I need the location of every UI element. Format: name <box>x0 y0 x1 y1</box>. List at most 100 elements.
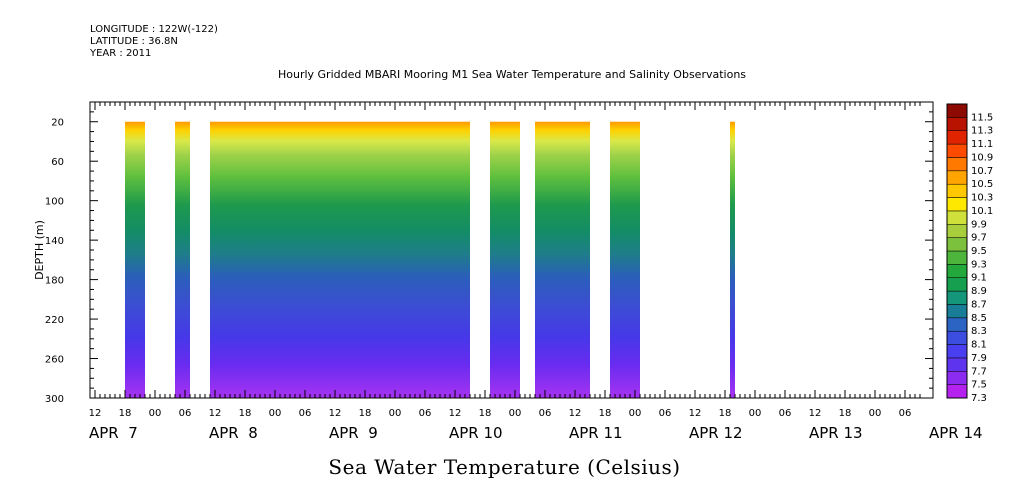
colorbar-swatch <box>946 371 968 385</box>
x-day-label: APR 9 <box>329 424 378 442</box>
x-day-label: APR 10 <box>449 424 503 442</box>
data-segment <box>490 121 520 398</box>
colorbar-label: 9.5 <box>971 246 987 257</box>
colorbar-swatch <box>946 317 968 332</box>
y-tick-label: 140 <box>45 236 64 247</box>
colorbar-swatch <box>946 130 968 145</box>
colorbar-swatch <box>946 210 968 225</box>
x-hour-label: 00 <box>389 408 402 419</box>
x-hour-label: 00 <box>509 408 522 419</box>
colorbar-label: 8.1 <box>971 340 987 351</box>
data-segment <box>210 121 470 398</box>
x-day-label: APR 7 <box>89 424 138 442</box>
colorbar-swatch <box>946 277 968 292</box>
colorbar-label: 7.5 <box>971 380 987 391</box>
colorbar-label: 11.1 <box>971 139 993 150</box>
heatmap-segments <box>125 121 735 398</box>
x-hour-label: 12 <box>89 408 102 419</box>
x-hour-label: 18 <box>479 408 492 419</box>
y-tick-label: 100 <box>45 197 64 208</box>
x-hour-label: 06 <box>179 408 192 419</box>
x-day-label: APR 12 <box>689 424 743 442</box>
colorbar-swatch <box>946 264 968 278</box>
colorbar-label: 7.7 <box>971 366 987 377</box>
colorbar-swatch <box>946 304 968 319</box>
data-segment <box>730 121 735 398</box>
colorbar-swatch <box>946 103 968 118</box>
y-tick-label: 300 <box>45 394 64 405</box>
x-axis: 12 18 00 06 12 18 00 06 12 18 00 06 12 18 00 06 12 18 00 06… <box>89 102 983 442</box>
colorbar-swatch <box>946 330 968 345</box>
colorbar-label: 8.3 <box>971 326 987 337</box>
y-tick-label: 60 <box>51 157 64 168</box>
x-hour-label: 12 <box>689 408 702 419</box>
colorbar-swatch <box>946 117 968 131</box>
x-hour-label: 12 <box>449 408 462 419</box>
y-tick-label: 20 <box>51 118 64 129</box>
data-segment <box>535 121 590 398</box>
y-tick-label: 220 <box>45 315 64 326</box>
chart-title-row: Hourly Gridded MBARI Mooring M1 Sea Wate… <box>0 68 1009 81</box>
latitude-label: LATITUDE : 36.8N <box>90 36 178 47</box>
colorbar-swatch <box>946 357 968 372</box>
colorbar: 7.3 7.5 7.7 7.9 8.1 8.3 8.5 8.7 8.9 9.1 9.3 9.5 9.7 9… <box>946 103 993 404</box>
x-day-label: APR 13 <box>809 424 863 442</box>
metadata-block: LONGITUDE : 122W(-122) LATITUDE : 36.8N … <box>90 24 218 60</box>
x-hour-label: 18 <box>719 408 732 419</box>
year-label: YEAR : 2011 <box>90 48 152 59</box>
x-hour-label: 06 <box>539 408 552 419</box>
x-hour-label: 12 <box>809 408 822 419</box>
x-day-label: APR 8 <box>209 424 258 442</box>
colorbar-swatch <box>946 384 968 399</box>
colorbar-label: 9.7 <box>971 233 987 244</box>
x-hour-label: 06 <box>899 408 912 419</box>
y-tick-label: 180 <box>45 276 64 287</box>
x-hour-label: 06 <box>419 408 432 419</box>
x-hour-label: 06 <box>299 408 312 419</box>
data-segment <box>175 121 190 398</box>
colorbar-label: 10.3 <box>971 193 993 204</box>
colorbar-swatch <box>946 183 968 198</box>
colorbar-label: 7.9 <box>971 353 987 364</box>
x-hour-label: 12 <box>209 408 222 419</box>
colorbar-label: 7.3 <box>971 393 987 404</box>
colorbar-swatch <box>946 170 968 185</box>
colorbar-label: 10.7 <box>971 166 993 177</box>
x-day-label: APR 14 <box>929 424 983 442</box>
x-hour-label: 12 <box>569 408 582 419</box>
data-segment <box>610 121 640 398</box>
x-hour-label: 18 <box>119 408 132 419</box>
colorbar-label: 9.3 <box>971 259 987 270</box>
x-hour-label: 18 <box>239 408 252 419</box>
x-hour-label: 06 <box>659 408 672 419</box>
colorbar-label: 8.7 <box>971 299 987 310</box>
colorbar-swatch <box>946 237 968 252</box>
colorbar-label: 10.9 <box>971 152 993 163</box>
x-hour-label: 06 <box>779 408 792 419</box>
x-hour-label: 12 <box>329 408 342 419</box>
x-hour-label: 18 <box>599 408 612 419</box>
colorbar-swatch <box>946 290 968 305</box>
y-axis-label: DEPTH (m) <box>33 220 46 280</box>
colorbar-label: 9.9 <box>971 219 987 230</box>
x-hour-label: 00 <box>749 408 762 419</box>
colorbar-label: 8.9 <box>971 286 987 297</box>
colorbar-label: 10.5 <box>971 179 993 190</box>
chart-title: Hourly Gridded MBARI Mooring M1 Sea Wate… <box>277 68 747 81</box>
y-axis: 20 60 100 140 180 220 260 300 <box>45 101 933 405</box>
x-hour-label: 18 <box>359 408 372 419</box>
colorbar-label: 10.1 <box>971 206 993 217</box>
colorbar-swatch <box>946 250 968 265</box>
colorbar-swatch <box>946 344 968 359</box>
longitude-label: LONGITUDE : 122W(-122) <box>90 24 218 35</box>
x-hour-label: 00 <box>629 408 642 419</box>
data-segment <box>125 121 145 398</box>
colorbar-label: 11.3 <box>971 126 993 137</box>
x-hour-label: 18 <box>839 408 852 419</box>
colorbar-label: 8.5 <box>971 313 987 324</box>
x-hour-label: 00 <box>269 408 282 419</box>
colorbar-label: 11.5 <box>971 112 993 123</box>
x-axis-title: Sea Water Temperature (Celsius) <box>328 455 681 479</box>
y-tick-label: 260 <box>45 355 64 366</box>
